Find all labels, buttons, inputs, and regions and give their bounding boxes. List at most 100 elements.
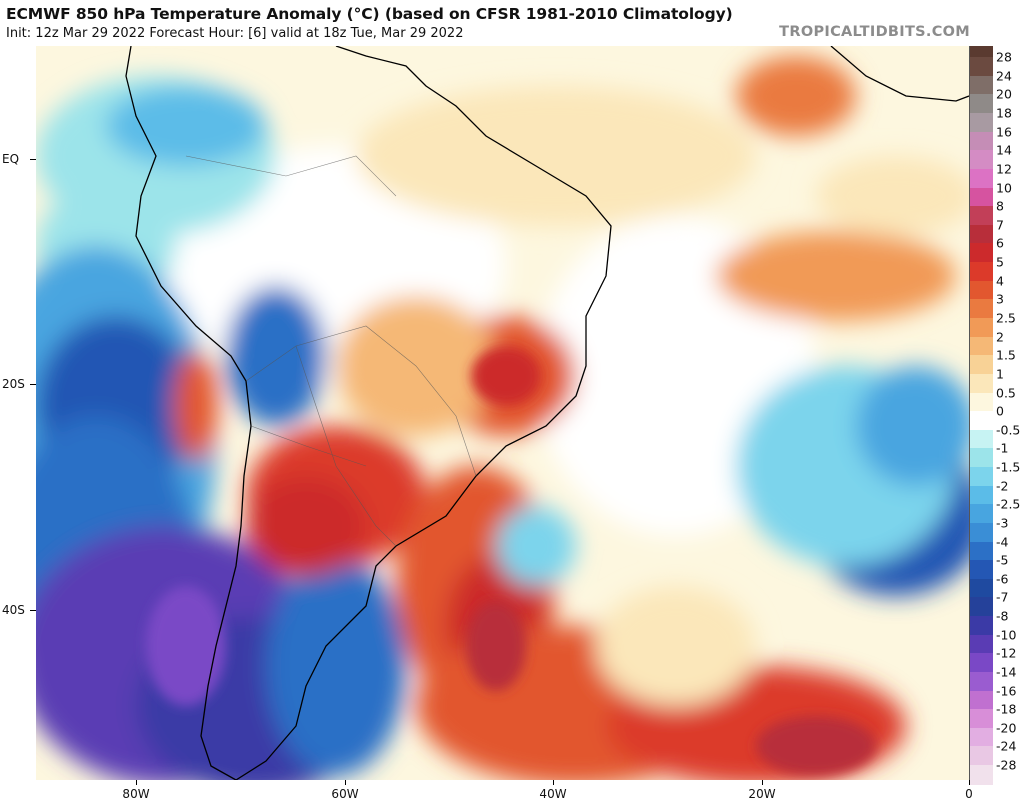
color-scale-bar: [969, 46, 993, 785]
color-scale-label: 14: [996, 142, 1012, 158]
color-scale-label: 6: [996, 235, 1004, 251]
forecast-info: Init: 12z Mar 29 2022 Forecast Hour: [6]…: [6, 26, 464, 41]
lon-tick: [969, 780, 970, 785]
lon-label-0: 0: [965, 787, 973, 801]
color-scale-label: -12: [996, 645, 1017, 661]
color-scale-cell: [970, 634, 993, 655]
source-watermark: TROPICALTIDBITS.COM: [779, 24, 970, 40]
lon-label-40w: 40W: [539, 787, 567, 801]
color-scale-label: 16: [996, 124, 1012, 140]
color-scale-cell: [970, 653, 993, 673]
color-scale-cell: [970, 392, 993, 413]
country-borders: [185, 155, 477, 547]
color-scale-cell: [970, 187, 993, 208]
color-scale-cell: [970, 373, 993, 394]
color-scale-cell: [970, 746, 993, 767]
color-scale-cell: [970, 560, 993, 580]
color-scale-cell: [970, 94, 993, 115]
color-scale-cell: [970, 541, 993, 562]
color-scale-label: -6: [996, 571, 1009, 587]
lat-label-40s: 40S: [2, 603, 25, 617]
lat-label-eq: EQ: [2, 152, 20, 166]
color-scale-cell: [970, 113, 993, 133]
color-scale-label: -28: [996, 757, 1017, 773]
color-scale-label: 4: [996, 273, 1004, 289]
lon-label-80w: 80W: [122, 787, 150, 801]
color-scale-cell: [970, 262, 993, 282]
color-scale-cell: [970, 280, 993, 301]
color-scale-label: 2.5: [996, 310, 1016, 326]
color-scale-cell: [970, 504, 993, 524]
color-scale-label: -4: [996, 534, 1009, 550]
color-scale-cell: [970, 168, 993, 189]
coastline-outline: [125, 46, 969, 780]
color-scale-label: 3: [996, 291, 1004, 307]
color-scale-cell: [970, 206, 993, 226]
color-scale-label: 5: [996, 254, 1004, 270]
color-scale-label: 24: [996, 68, 1012, 84]
color-scale-label: 8: [996, 198, 1004, 214]
color-scale-cell: [970, 411, 993, 431]
color-scale-cell: [970, 150, 993, 170]
color-scale-label: -1.5: [996, 459, 1021, 475]
color-scale-label: -0.5: [996, 422, 1021, 438]
anomaly-map[interactable]: [36, 46, 969, 780]
color-scale-label: -18: [996, 701, 1017, 717]
color-scale-cell: [970, 616, 993, 636]
lon-label-60w: 60W: [331, 787, 359, 801]
color-scale-cell: [970, 299, 993, 319]
color-scale-cell: [970, 224, 993, 245]
color-scale-label: 7: [996, 217, 1004, 233]
color-scale-cell: [970, 243, 993, 264]
color-scale-cell: [970, 467, 993, 487]
lon-tick: [136, 780, 137, 785]
color-scale-cell: [970, 355, 993, 375]
color-scale-cell: [970, 597, 993, 618]
color-scale-cell: [970, 522, 993, 543]
color-scale-cap: [970, 46, 993, 59]
lat-tick: [30, 610, 36, 611]
anomaly-map-graphic: [36, 46, 969, 780]
color-scale-cell: [970, 765, 993, 785]
color-scale-label: 0.5: [996, 385, 1016, 400]
color-scale-label: 12: [996, 161, 1012, 177]
color-scale-cell: [970, 448, 993, 469]
lat-label-20s: 20S: [2, 377, 25, 391]
lon-tick: [762, 780, 763, 785]
color-scale-label: -2: [996, 478, 1009, 494]
color-scale-cell: [970, 317, 993, 338]
color-scale-label: 28: [996, 49, 1012, 65]
lat-tick: [30, 159, 36, 160]
color-scale-label: 18: [996, 105, 1012, 121]
color-scale-cell: [970, 690, 993, 711]
color-scale-cell: [970, 57, 993, 77]
color-scale-label: -2.5: [996, 496, 1021, 512]
color-scale-cell: [970, 709, 993, 729]
color-scale-label: -24: [996, 738, 1017, 754]
color-scale-label: 0: [996, 403, 1004, 419]
lon-label-20w: 20W: [748, 787, 776, 801]
color-scale-label: -1: [996, 440, 1009, 456]
color-scale-label: -20: [996, 720, 1017, 736]
color-scale-cell: [970, 671, 993, 692]
color-scale-cell: [970, 727, 993, 748]
chart-title: ECMWF 850 hPa Temperature Anomaly (°C) (…: [6, 5, 733, 23]
lon-tick: [345, 780, 346, 785]
color-scale-label: 2: [996, 329, 1004, 345]
color-scale-label: -5: [996, 552, 1009, 568]
color-scale-cell: [970, 485, 993, 506]
color-scale-label: 1: [996, 366, 1004, 382]
color-scale-cell: [970, 75, 993, 96]
color-scale-label: 10: [996, 180, 1012, 196]
color-scale-label: -7: [996, 589, 1009, 605]
lon-tick: [553, 780, 554, 785]
lat-tick: [30, 384, 36, 385]
color-scale-label: 1.5: [996, 347, 1016, 363]
color-scale-label: -10: [996, 627, 1017, 643]
color-scale-label: -8: [996, 608, 1009, 624]
color-scale-cell: [970, 578, 993, 599]
color-scale-label: -16: [996, 683, 1017, 699]
color-scale-cell: [970, 131, 993, 152]
color-scale-label: -3: [996, 515, 1009, 531]
color-scale-label: -14: [996, 664, 1017, 680]
